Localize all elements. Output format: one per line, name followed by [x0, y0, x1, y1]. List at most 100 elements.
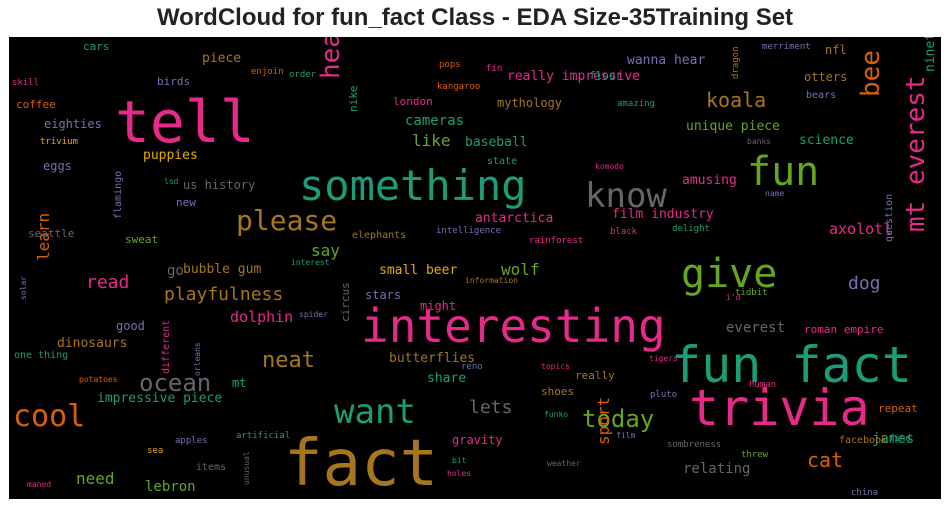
word-know: know	[585, 176, 667, 216]
word-good: good	[116, 319, 145, 333]
word-nike: nike	[347, 86, 360, 113]
word-really-impressive: really impressive	[507, 69, 640, 84]
word-cat: cat	[807, 448, 843, 472]
word-question: question	[884, 194, 895, 242]
word-tell: tell	[115, 88, 255, 156]
word-eighties: eighties	[44, 117, 102, 131]
word-skill: skill	[12, 78, 39, 88]
word-sombreness: sombreness	[667, 440, 721, 450]
word-stars: stars	[365, 288, 401, 302]
word-name: name	[765, 189, 784, 198]
word-banks: banks	[747, 137, 771, 146]
word-state: state	[487, 156, 517, 167]
word-dragon: dragon	[731, 46, 741, 79]
word-sweat: sweat	[125, 233, 158, 246]
word-pluto: pluto	[650, 390, 677, 400]
word-find: find	[889, 434, 911, 444]
word-lebron: lebron	[145, 479, 196, 495]
word-funko: funko	[544, 410, 568, 419]
word-fun: fun	[747, 149, 819, 195]
word-items: items	[196, 462, 226, 473]
word-bee: bee	[856, 50, 886, 97]
word-film-industry: film industry	[612, 207, 714, 222]
word-eggs: eggs	[43, 159, 72, 173]
word-mt: mt	[232, 376, 246, 390]
word-merriment: merriment	[762, 42, 811, 52]
word-wolf: wolf	[501, 260, 540, 279]
word-repeat: repeat	[878, 402, 918, 415]
word-everest: everest	[726, 320, 785, 336]
word-tidbit: tidbit	[735, 288, 768, 298]
word-want: want	[334, 392, 416, 432]
word-kangaroo: kangaroo	[437, 82, 480, 92]
word-apples: apples	[175, 436, 208, 446]
word-information: information	[465, 276, 518, 285]
word-nfl: nfl	[825, 43, 847, 57]
word-seattle: seattle	[28, 227, 74, 240]
word-puppies: puppies	[143, 148, 198, 163]
word-bit: bit	[452, 456, 467, 465]
word-koala: koala	[706, 88, 766, 112]
word-small-beer: small beer	[379, 263, 457, 278]
word-something: something	[299, 161, 527, 210]
word-bears: bears	[806, 90, 836, 101]
word-nineteen: nineteen	[923, 37, 938, 72]
word-enjoin: enjoin	[251, 67, 284, 77]
word-butterflies: butterflies	[389, 351, 475, 366]
word-ocean: ocean	[139, 369, 211, 397]
word-antarctica: antarctica	[475, 211, 553, 226]
word-china: china	[851, 488, 878, 498]
chart-title: WordCloud for fun_fact Class - EDA Size-…	[156, 4, 794, 31]
word-dolphin: dolphin	[230, 308, 293, 326]
word-maned: maned	[27, 480, 51, 489]
word-share: share	[427, 371, 466, 386]
word-weather: weather	[547, 459, 581, 468]
word-flamingo: flamingo	[113, 171, 124, 219]
word-need: need	[76, 469, 115, 488]
word-orleans: orleans	[193, 342, 202, 376]
word-birds: birds	[157, 75, 190, 88]
word-delight: delight	[672, 224, 710, 234]
word-piece: piece	[202, 51, 241, 66]
word-bubble-gum: bubble gum	[183, 262, 261, 277]
word-hear: hear	[316, 37, 346, 79]
word-elephants: elephants	[352, 230, 406, 241]
word-floor: floor	[589, 69, 622, 82]
word-today: today	[582, 405, 654, 433]
word-unique-piece: unique piece	[686, 119, 780, 134]
word-artificial: artificial	[236, 431, 290, 441]
word-trivium: trivium	[40, 137, 78, 147]
word-us-history: us history	[183, 178, 255, 192]
word-roman-empire: roman empire	[804, 323, 883, 336]
word-shoes: shoes	[541, 385, 574, 398]
word-spider: spider	[299, 310, 328, 319]
word-london: london	[393, 95, 433, 108]
word-interest: interest	[291, 258, 330, 267]
word-mt-everest: mt everest	[901, 75, 931, 232]
word-really: really	[575, 369, 615, 382]
word-order: order	[289, 70, 317, 80]
word-unusual: unusual	[242, 451, 251, 485]
word-gravity: gravity	[452, 433, 503, 447]
word-james: james	[872, 431, 914, 447]
word-neat: neat	[262, 348, 315, 373]
word-holes: holes	[447, 469, 471, 478]
word-dog: dog	[848, 273, 881, 294]
word-threw: threw	[741, 450, 769, 460]
word-new: new	[176, 196, 196, 209]
word-interesting: interesting	[361, 299, 666, 353]
word-axolotl: axolotl	[829, 220, 892, 238]
word-impressive-piece: impressive piece	[97, 391, 222, 406]
word-facebook: facebook	[839, 435, 887, 446]
word-lets: lets	[469, 397, 512, 418]
word-tigers: tigers	[649, 354, 678, 363]
word-amazing: amazing	[617, 99, 655, 109]
word-cameras: cameras	[405, 113, 464, 129]
word-might: might	[420, 299, 456, 313]
word-rainforest: rainforest	[529, 236, 583, 246]
word-mythology: mythology	[497, 96, 562, 110]
word-reno: reno	[461, 362, 483, 372]
word-fun-fact: fun fact	[671, 336, 912, 394]
word-baseball: baseball	[465, 135, 528, 150]
